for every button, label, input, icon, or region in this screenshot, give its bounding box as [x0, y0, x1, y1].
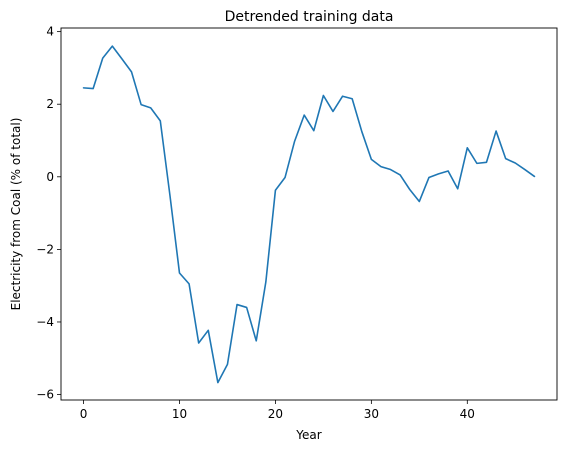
plot-area — [61, 28, 557, 400]
y-tick-label: 0 — [46, 170, 54, 184]
chart-title: Detrended training data — [225, 9, 394, 25]
y-tick-label: 2 — [46, 97, 54, 111]
x-tick-label: 10 — [172, 407, 187, 421]
y-axis-label: Electricity from Coal (% of total) — [9, 118, 23, 311]
x-tick-label: 0 — [80, 407, 88, 421]
series-line — [82, 45, 536, 384]
x-tick-label: 40 — [460, 407, 475, 421]
y-tick-label: 4 — [46, 25, 54, 39]
x-tick-label: 20 — [268, 407, 283, 421]
y-tick-label: −2 — [36, 242, 54, 256]
x-tick-label: 30 — [364, 407, 379, 421]
plot-frame — [60, 27, 558, 401]
axis-ticks: 0 10 20 30 40 −6 −4 −2 0 2 4 — [36, 25, 475, 421]
y-tick-label: −6 — [36, 388, 54, 402]
y-tick-label: −4 — [36, 315, 54, 329]
x-axis-label: Year — [295, 428, 321, 442]
